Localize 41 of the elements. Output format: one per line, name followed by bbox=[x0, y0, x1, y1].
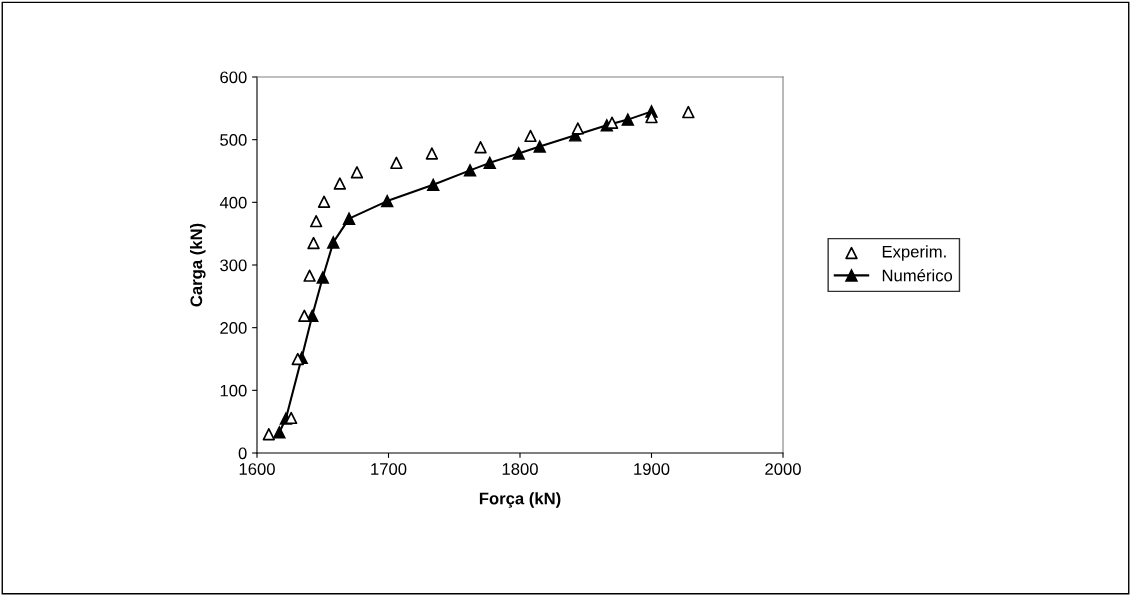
x-tick-label: 1800 bbox=[502, 463, 538, 475]
point bbox=[390, 156, 403, 170]
point bbox=[533, 140, 546, 153]
point bbox=[426, 178, 440, 192]
x-tick-label: 1700 bbox=[371, 463, 407, 475]
point bbox=[425, 147, 439, 160]
point bbox=[342, 212, 356, 225]
point bbox=[682, 105, 695, 119]
point bbox=[571, 122, 585, 135]
point bbox=[309, 214, 323, 228]
y-tick-label: 500 bbox=[220, 134, 247, 146]
point bbox=[273, 426, 286, 439]
y-axis-title: Carga (kN) bbox=[189, 223, 206, 307]
point bbox=[483, 156, 497, 170]
point bbox=[512, 147, 525, 160]
point bbox=[350, 166, 364, 179]
legend-label: Numérico bbox=[882, 268, 953, 282]
legend-label: Experim. bbox=[882, 245, 946, 261]
y-tick-label: 200 bbox=[220, 322, 247, 334]
point bbox=[463, 164, 477, 177]
point bbox=[291, 352, 304, 366]
x-tick-label: 1600 bbox=[239, 463, 275, 475]
point bbox=[317, 195, 331, 208]
y-tick-label: 600 bbox=[220, 71, 247, 84]
y-tick-label: 300 bbox=[220, 259, 247, 272]
x-tick-label: 2000 bbox=[765, 463, 801, 475]
x-tick-label: 1900 bbox=[634, 463, 670, 475]
point bbox=[307, 236, 320, 250]
point bbox=[524, 129, 537, 143]
x-axis-title: Força (kN) bbox=[479, 492, 561, 508]
point bbox=[262, 427, 276, 441]
point bbox=[327, 236, 340, 249]
point bbox=[303, 269, 316, 282]
point bbox=[474, 140, 487, 154]
y-tick-label: 0 bbox=[238, 447, 247, 460]
y-tick-label: 100 bbox=[220, 384, 247, 397]
y-tick-label: 400 bbox=[219, 196, 247, 209]
point bbox=[621, 113, 635, 126]
point bbox=[333, 177, 347, 190]
point bbox=[380, 194, 394, 208]
point bbox=[316, 271, 330, 284]
